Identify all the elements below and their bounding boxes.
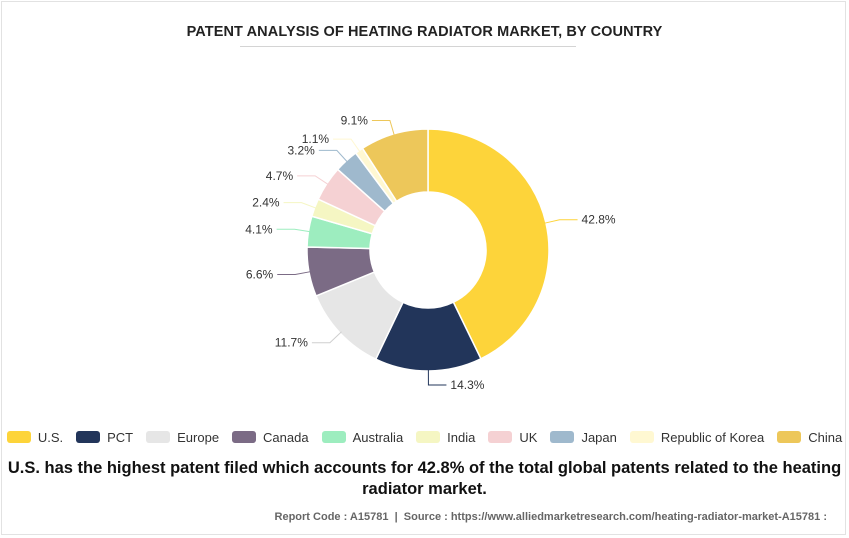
- leader-line-australia: [276, 228, 311, 233]
- label-pct: 14.3%: [450, 378, 484, 392]
- summary-text: U.S. has the highest patent filed which …: [7, 459, 842, 498]
- legend-label-japan: Japan: [581, 429, 617, 445]
- slice-china[interactable]: [361, 128, 429, 203]
- leader-line-india: [283, 202, 317, 209]
- leader-line-canada: [277, 271, 312, 275]
- legend-item-canada[interactable]: Canada: [232, 430, 309, 445]
- leader-line-republic-of-korea: [333, 138, 361, 153]
- source-separator: |: [394, 511, 398, 523]
- leader-lines: [276, 119, 578, 386]
- label-europe: 11.7%: [275, 336, 308, 350]
- label-india: 2.4%: [252, 196, 280, 210]
- leader-line-japan: [318, 149, 349, 163]
- legend-item-india[interactable]: India: [416, 430, 475, 445]
- legend-label-canada: Canada: [263, 429, 309, 445]
- legend-swatch-uk: [488, 431, 513, 443]
- label-japan: 3.2%: [287, 143, 315, 157]
- legend-item-japan[interactable]: Japan: [550, 429, 617, 445]
- title-underline: [240, 46, 576, 47]
- legend-swatch-japan: [550, 431, 575, 443]
- report-code: Report Code : A15781: [274, 511, 389, 523]
- legend-item-uk[interactable]: UK: [488, 430, 537, 445]
- leader-line-u-s: [543, 219, 578, 224]
- chart-title: PATENT ANALYSIS OF HEATING RADIATOR MARK…: [186, 24, 663, 40]
- leader-line-europe: [311, 331, 342, 344]
- donut-slices: [306, 128, 550, 372]
- legend-label-republic-of-korea: Republic of Korea: [660, 429, 765, 445]
- legend-item-u-s[interactable]: U.S.: [6, 429, 64, 445]
- legend-item-pct[interactable]: PCT: [76, 430, 133, 445]
- label-republic-of-korea: 1.1%: [302, 132, 330, 146]
- slice-labels: 42.8% 14.3% 11.7% 6.6% 4.1% 2.4% 4.7% 3.2%1.1% 9…: [245, 113, 616, 392]
- chart-legend: U.S. PCT Europe Canada Australia India UK Japan…: [0, 428, 849, 446]
- legend-swatch-india: [416, 431, 441, 443]
- legend-swatch-canada: [232, 431, 257, 443]
- legend-swatch-australia: [321, 431, 346, 443]
- leader-line-china: [371, 119, 395, 136]
- legend-swatch-pct: [76, 431, 101, 443]
- slice-u-s[interactable]: [427, 128, 550, 360]
- legend-item-republic-of-korea[interactable]: Republic of Korea: [629, 429, 765, 445]
- legend-swatch-europe: [146, 431, 171, 443]
- label-uk: 4.7%: [266, 169, 294, 183]
- source-url[interactable]: Source : https://www.alliedmarketresearc…: [403, 511, 827, 523]
- source-line: Report Code : A15781 | Source : https://…: [275, 511, 827, 523]
- legend-label-india: India: [447, 429, 476, 445]
- legend-swatch-china: [777, 431, 802, 443]
- leader-line-uk: [297, 175, 329, 186]
- legend-swatch-republic-of-korea: [629, 431, 654, 443]
- legend-label-u-s: U.S.: [37, 429, 64, 445]
- label-canada: 6.6%: [246, 267, 274, 281]
- leader-line-pct: [427, 368, 447, 386]
- legend-label-australia: Australia: [352, 429, 404, 445]
- legend-label-europe: Europe: [177, 429, 220, 445]
- legend-swatch-u-s: [6, 431, 31, 443]
- legend-item-europe[interactable]: Europe: [146, 430, 219, 445]
- legend-item-china[interactable]: China: [777, 430, 842, 445]
- legend-label-china: China: [808, 429, 843, 445]
- legend-label-pct: PCT: [107, 429, 134, 445]
- label-australia: 4.1%: [245, 222, 273, 236]
- label-china: 9.1%: [341, 113, 369, 127]
- legend-item-australia[interactable]: Australia: [321, 429, 404, 445]
- legend-label-uk: UK: [519, 429, 538, 445]
- label-u-s: 42.8%: [582, 213, 616, 227]
